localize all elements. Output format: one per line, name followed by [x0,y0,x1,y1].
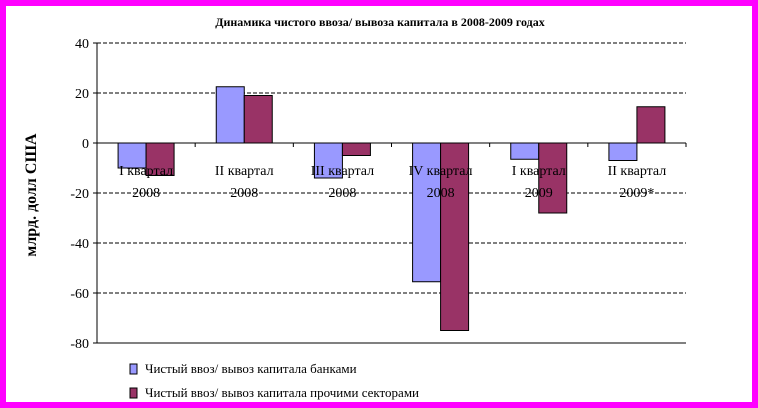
x-tick-label: II квартал 2008 [215,164,274,201]
legend-label: Чистый ввоз/ вывоз капитала прочими сект… [145,385,419,400]
y-tick-labels: 40 20 0 -20 -40 -60 -80 [70,37,89,352]
legend: Чистый ввоз/ вывоз капитала банками Чисты… [129,361,419,400]
bar-series2 [538,142,568,214]
x-tick-label: I квартал 2009 [512,164,566,201]
bar-series2 [440,142,470,331]
bar-series2 [341,142,371,156]
x-tick-label: I квартал 2008 [119,164,173,201]
bar-series2 [243,95,273,144]
bar-series1 [608,142,638,161]
y-tick-label: -60 [70,287,89,302]
y-tick-label: -40 [70,237,89,252]
x-tick-label: II квартал 2009* [608,164,667,201]
legend-label: Чистый ввоз/ вывоз капитала банками [145,361,357,376]
axes [93,42,687,344]
y-tick-label: -80 [70,337,89,352]
gridlines [97,42,686,294]
bar-series1 [510,142,540,160]
bar-series1 [117,142,147,169]
chart-title: Динамика чистого ввоза/ вывоза капитала … [215,15,545,29]
y-tick-label: 20 [75,87,89,102]
legend-swatch [129,387,138,399]
bar-series1 [412,142,442,283]
bars [117,86,666,331]
y-axis-label: млрд. долл США [23,133,40,257]
bar-series2 [636,106,666,144]
bar-series2 [145,142,175,176]
x-tick-label: III квартал 2008 [311,164,374,201]
legend-swatch [129,363,138,375]
y-tick-label: 0 [82,137,89,152]
x-category-labels: I квартал 2008 II квартал 2008 III квартал 20… [119,164,666,201]
y-tick-label: -20 [70,187,89,202]
x-tick-label: IV квартал 2008 [409,164,473,201]
bar-series1 [215,86,245,144]
y-tick-label: 40 [75,37,89,52]
